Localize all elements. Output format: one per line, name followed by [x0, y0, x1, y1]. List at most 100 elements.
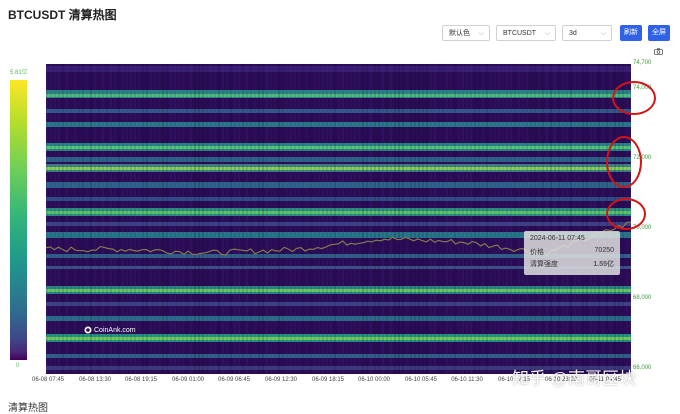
x-tick: 06-10 17:15: [497, 377, 531, 383]
heat-texture: [338, 64, 340, 374]
heat-texture: [462, 64, 464, 374]
heat-texture: [470, 64, 472, 374]
logo-text: CoinAnk.com: [94, 327, 136, 334]
heat-texture: [538, 64, 540, 374]
x-tick: 06-08 07:45: [31, 377, 65, 383]
heat-texture: [550, 64, 552, 374]
heat-texture: [290, 64, 292, 374]
heat-band: [46, 337, 631, 340]
tooltip-time: 2024-06-11 07:45: [530, 235, 585, 242]
heat-texture: [246, 64, 248, 374]
heat-band: [46, 197, 631, 201]
x-tick: 06-09 18:15: [311, 377, 345, 383]
y-tick: 72,000: [633, 155, 652, 161]
heat-texture: [438, 64, 440, 374]
liquidation-heatmap[interactable]: CoinAnk.com: [46, 64, 631, 374]
x-tick: 06-11 04:45: [589, 377, 621, 383]
heat-texture: [166, 64, 168, 374]
heat-texture: [510, 64, 512, 374]
tooltip-price-row: 价格 70250: [530, 247, 614, 259]
heat-texture: [222, 64, 224, 374]
heat-band: [46, 366, 631, 370]
refresh-button[interactable]: 刷新: [620, 25, 642, 41]
heat-texture: [498, 64, 500, 374]
heat-texture: [162, 64, 164, 374]
heat-texture: [318, 64, 320, 374]
y-tick: 70,000: [633, 225, 652, 231]
heat-texture: [394, 64, 396, 374]
heat-texture: [466, 64, 468, 374]
heat-texture: [522, 64, 524, 374]
heat-texture: [342, 64, 344, 374]
heat-texture: [286, 64, 288, 374]
heat-texture: [122, 64, 124, 374]
heat-texture: [430, 64, 432, 374]
heat-texture: [142, 64, 144, 374]
heat-texture: [218, 64, 220, 374]
heat-texture: [130, 64, 132, 374]
heat-texture: [422, 64, 424, 374]
heat-texture: [322, 64, 324, 374]
heat-texture: [106, 64, 108, 374]
fullscreen-button[interactable]: 全屏: [648, 25, 670, 41]
heat-texture: [226, 64, 228, 374]
color-scheme-select[interactable]: 默认色 ⌵: [442, 25, 490, 41]
heat-texture: [270, 64, 272, 374]
heat-texture: [414, 64, 416, 374]
coinank-logo-icon: [84, 326, 92, 334]
heat-band: [46, 66, 631, 72]
heat-texture: [330, 64, 332, 374]
tooltip-price-label: 价格: [530, 249, 544, 256]
heat-texture: [194, 64, 196, 374]
heat-texture: [134, 64, 136, 374]
heat-band: [46, 254, 631, 258]
heat-texture: [514, 64, 516, 374]
heat-texture: [326, 64, 328, 374]
symbol-value: BTCUSDT: [503, 30, 537, 37]
heat-texture: [594, 64, 596, 374]
symbol-select[interactable]: BTCUSDT ⌵: [496, 25, 556, 41]
heat-texture: [154, 64, 156, 374]
x-tick: 06-10 23:00: [544, 377, 578, 383]
x-tick: 06-10 00:00: [357, 377, 391, 383]
heat-texture: [102, 64, 104, 374]
heat-texture: [590, 64, 592, 374]
heat-texture: [234, 64, 236, 374]
heat-texture: [406, 64, 408, 374]
heat-texture: [418, 64, 420, 374]
tooltip-intensity-value: 1.55亿: [593, 261, 614, 268]
color-scheme-value: 默认色: [449, 30, 470, 37]
heat-texture: [446, 64, 448, 374]
heat-texture: [170, 64, 172, 374]
heat-texture: [526, 64, 528, 374]
heat-texture: [210, 64, 212, 374]
heat-texture: [350, 64, 352, 374]
heat-texture: [598, 64, 600, 374]
heat-texture: [554, 64, 556, 374]
heat-texture: [86, 64, 88, 374]
heat-texture: [302, 64, 304, 374]
heat-texture: [94, 64, 96, 374]
x-tick: 06-10 05:45: [404, 377, 438, 383]
heat-texture: [474, 64, 476, 374]
heat-texture: [354, 64, 356, 374]
y-tick: 68,000: [633, 295, 652, 301]
heat-texture: [250, 64, 252, 374]
heat-texture: [310, 64, 312, 374]
heat-band: [46, 232, 631, 238]
heat-band: [46, 94, 631, 97]
heat-texture: [382, 64, 384, 374]
heat-texture: [62, 64, 64, 374]
heat-texture: [294, 64, 296, 374]
y-tick: 74,700: [633, 60, 652, 66]
heat-texture: [186, 64, 188, 374]
camera-icon[interactable]: [654, 48, 663, 55]
heat-band: [46, 109, 631, 113]
heat-texture: [494, 64, 496, 374]
range-select[interactable]: 3d ⌵: [562, 25, 612, 41]
heat-texture: [358, 64, 360, 374]
chevron-down-icon: ⌵: [478, 30, 484, 37]
heat-texture: [458, 64, 460, 374]
heat-texture: [182, 64, 184, 374]
heat-texture: [578, 64, 580, 374]
